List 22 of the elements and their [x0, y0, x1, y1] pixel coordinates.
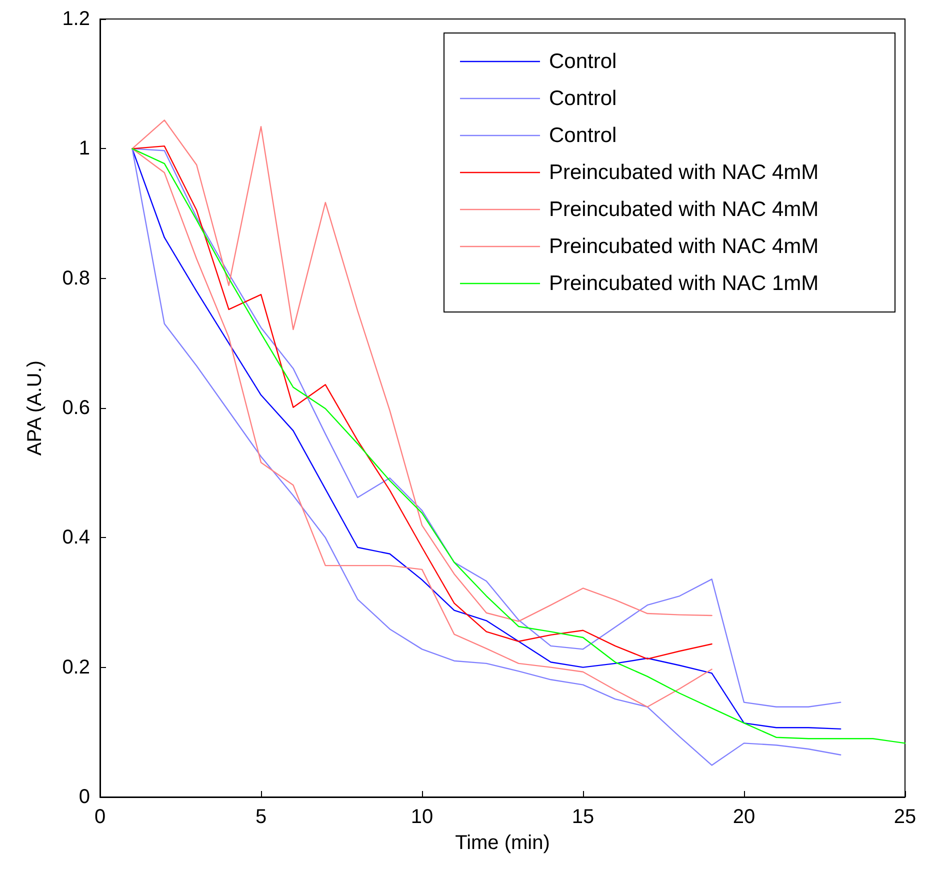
- legend-label: Preincubated with NAC 4mM: [549, 198, 819, 221]
- x-tick-label: 10: [410, 806, 434, 828]
- x-tick-label: 15: [572, 806, 594, 828]
- legend-label: Preincubated with NAC 4mM: [549, 161, 819, 184]
- x-tick-label: 25: [894, 806, 916, 828]
- y-tick-label: 0.4: [62, 526, 90, 549]
- x-tick-label: 0: [94, 806, 106, 828]
- y-axis-title: APA (A.U.): [24, 360, 46, 456]
- y-tick-label: 0.8: [62, 267, 90, 290]
- y-tick-label: 0.2: [62, 656, 90, 678]
- legend-label: Control: [549, 87, 617, 110]
- y-tick-label: 1: [78, 138, 90, 160]
- legend-label: Control: [549, 124, 617, 147]
- x-tick-label: 20: [732, 806, 756, 828]
- legend-label: Preincubated with NAC 4mM: [549, 235, 819, 258]
- y-tick-label: 0: [78, 786, 90, 808]
- y-tick-label: 1.2: [62, 8, 90, 30]
- legend-label: Control: [549, 50, 617, 73]
- y-tick-label: 0.6: [62, 397, 90, 419]
- x-axis-title: Time (min): [455, 832, 550, 854]
- x-tick-label: 5: [255, 806, 267, 828]
- legend-label: Preincubated with NAC 1mM: [549, 272, 819, 295]
